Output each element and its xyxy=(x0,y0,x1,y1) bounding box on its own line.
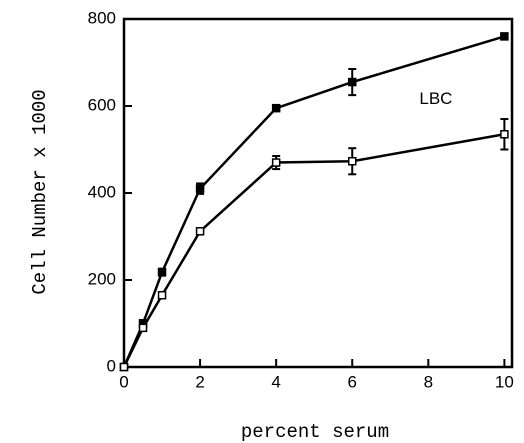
x-tick-label: 10 xyxy=(495,372,514,391)
y-axis-title: Cell Number x 1000 xyxy=(29,89,51,294)
data-point xyxy=(138,323,148,333)
y-tick-label: 800 xyxy=(88,8,116,27)
data-point xyxy=(500,32,509,41)
x-tick-label: 8 xyxy=(424,372,433,391)
data-point xyxy=(271,103,281,113)
data-point xyxy=(195,227,205,236)
y-tick-label: 200 xyxy=(88,269,116,288)
series-label: LBC xyxy=(419,89,452,108)
x-axis-title: percent serum xyxy=(241,421,389,443)
data-point xyxy=(500,130,509,139)
y-tick-label: 0 xyxy=(107,356,116,375)
y-tick-label: 600 xyxy=(88,95,116,114)
data-point xyxy=(157,267,167,277)
data-point xyxy=(347,156,357,166)
y-tick-label: 400 xyxy=(88,182,116,201)
x-tick-label: 4 xyxy=(271,372,280,391)
x-tick-label: 2 xyxy=(195,372,204,391)
series-line xyxy=(122,35,505,368)
series-line xyxy=(122,133,505,368)
data-point xyxy=(119,362,129,372)
plot-frame xyxy=(122,17,514,369)
data-point xyxy=(271,158,281,167)
data-point xyxy=(347,77,357,87)
x-tick-label: 0 xyxy=(119,372,128,391)
data-point xyxy=(157,290,167,300)
data-point xyxy=(195,184,205,193)
x-tick-label: 6 xyxy=(348,372,357,391)
